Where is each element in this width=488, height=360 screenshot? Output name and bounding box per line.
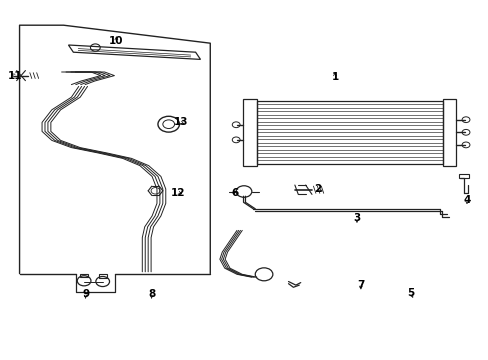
Bar — [243, 99, 256, 166]
Text: 7: 7 — [356, 280, 364, 290]
Bar — [458, 174, 468, 178]
Text: 6: 6 — [231, 188, 238, 198]
Text: 2: 2 — [314, 184, 321, 194]
Text: 5: 5 — [407, 288, 413, 298]
Text: 1: 1 — [331, 72, 338, 82]
Text: 13: 13 — [173, 117, 188, 127]
Bar — [99, 274, 106, 278]
Text: 12: 12 — [171, 188, 185, 198]
Bar — [256, 101, 442, 164]
Text: 4: 4 — [462, 195, 470, 205]
Bar — [80, 274, 88, 277]
Text: 10: 10 — [109, 36, 123, 46]
Text: 11: 11 — [7, 71, 22, 81]
Bar — [442, 99, 455, 166]
Text: 9: 9 — [82, 289, 89, 300]
Text: 8: 8 — [148, 289, 155, 300]
Text: 3: 3 — [353, 213, 360, 223]
